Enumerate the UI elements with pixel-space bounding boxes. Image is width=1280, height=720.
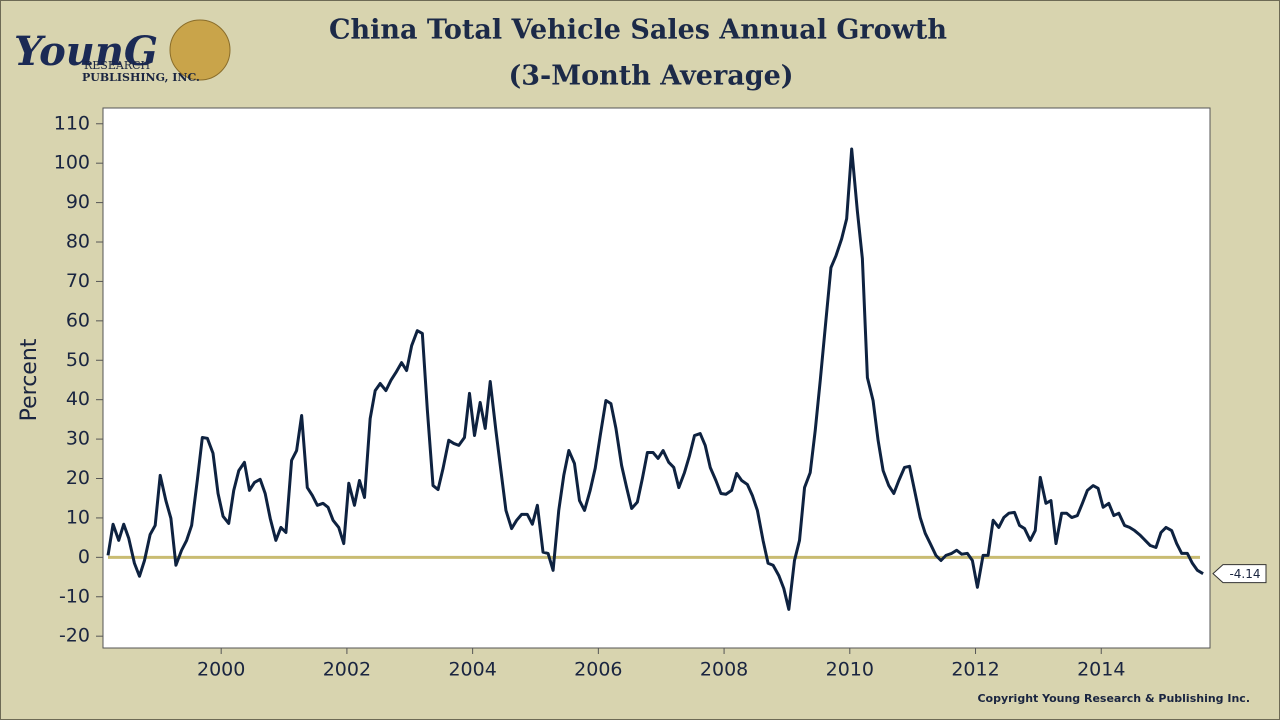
logo-name: YounG bbox=[14, 28, 158, 75]
y-tick-label: 90 bbox=[66, 191, 90, 213]
y-tick-label: 10 bbox=[66, 506, 90, 528]
y-tick-label: 70 bbox=[66, 270, 90, 292]
plot-area bbox=[102, 107, 1211, 649]
value-label: -4.14 bbox=[1229, 567, 1260, 581]
x-tick-label: 2010 bbox=[826, 659, 874, 681]
x-tick-label: 2000 bbox=[197, 659, 245, 681]
y-tick-label: 30 bbox=[66, 428, 90, 450]
x-tick-label: 2004 bbox=[448, 659, 496, 681]
x-tick-label: 2014 bbox=[1077, 659, 1125, 681]
x-tick-label: 2006 bbox=[574, 659, 622, 681]
y-tick-label: 20 bbox=[66, 467, 90, 489]
y-tick-label: -10 bbox=[59, 585, 90, 607]
y-axis-label: Percent bbox=[17, 338, 42, 421]
x-tick-label: 2002 bbox=[323, 659, 371, 681]
y-tick-label: -20 bbox=[59, 625, 90, 647]
logo: YounG RESEARCH PUBLISHING, INC. bbox=[14, 19, 231, 84]
y-tick-label: 110 bbox=[54, 112, 90, 134]
y-tick-label: 60 bbox=[66, 309, 90, 331]
logo-line: RESEARCH bbox=[84, 59, 150, 72]
chart-title: China Total Vehicle Sales Annual Growth bbox=[329, 15, 947, 46]
y-tick-label: 40 bbox=[66, 388, 90, 410]
chart-subtitle: (3-Month Average) bbox=[508, 61, 793, 92]
x-tick-label: 2012 bbox=[951, 659, 999, 681]
data-line bbox=[106, 147, 1204, 611]
y-tick-label: 100 bbox=[54, 152, 90, 174]
x-tick-label: 2008 bbox=[700, 659, 748, 681]
value-callout bbox=[1212, 564, 1267, 584]
y-tick-label: 0 bbox=[78, 546, 90, 568]
logo-globe bbox=[169, 19, 231, 81]
y-tick-label: 50 bbox=[66, 349, 90, 371]
logo-line: PUBLISHING, INC. bbox=[82, 71, 200, 84]
copyright: Copyright Young Research & Publishing In… bbox=[977, 692, 1250, 705]
y-tick-label: 80 bbox=[66, 231, 90, 253]
